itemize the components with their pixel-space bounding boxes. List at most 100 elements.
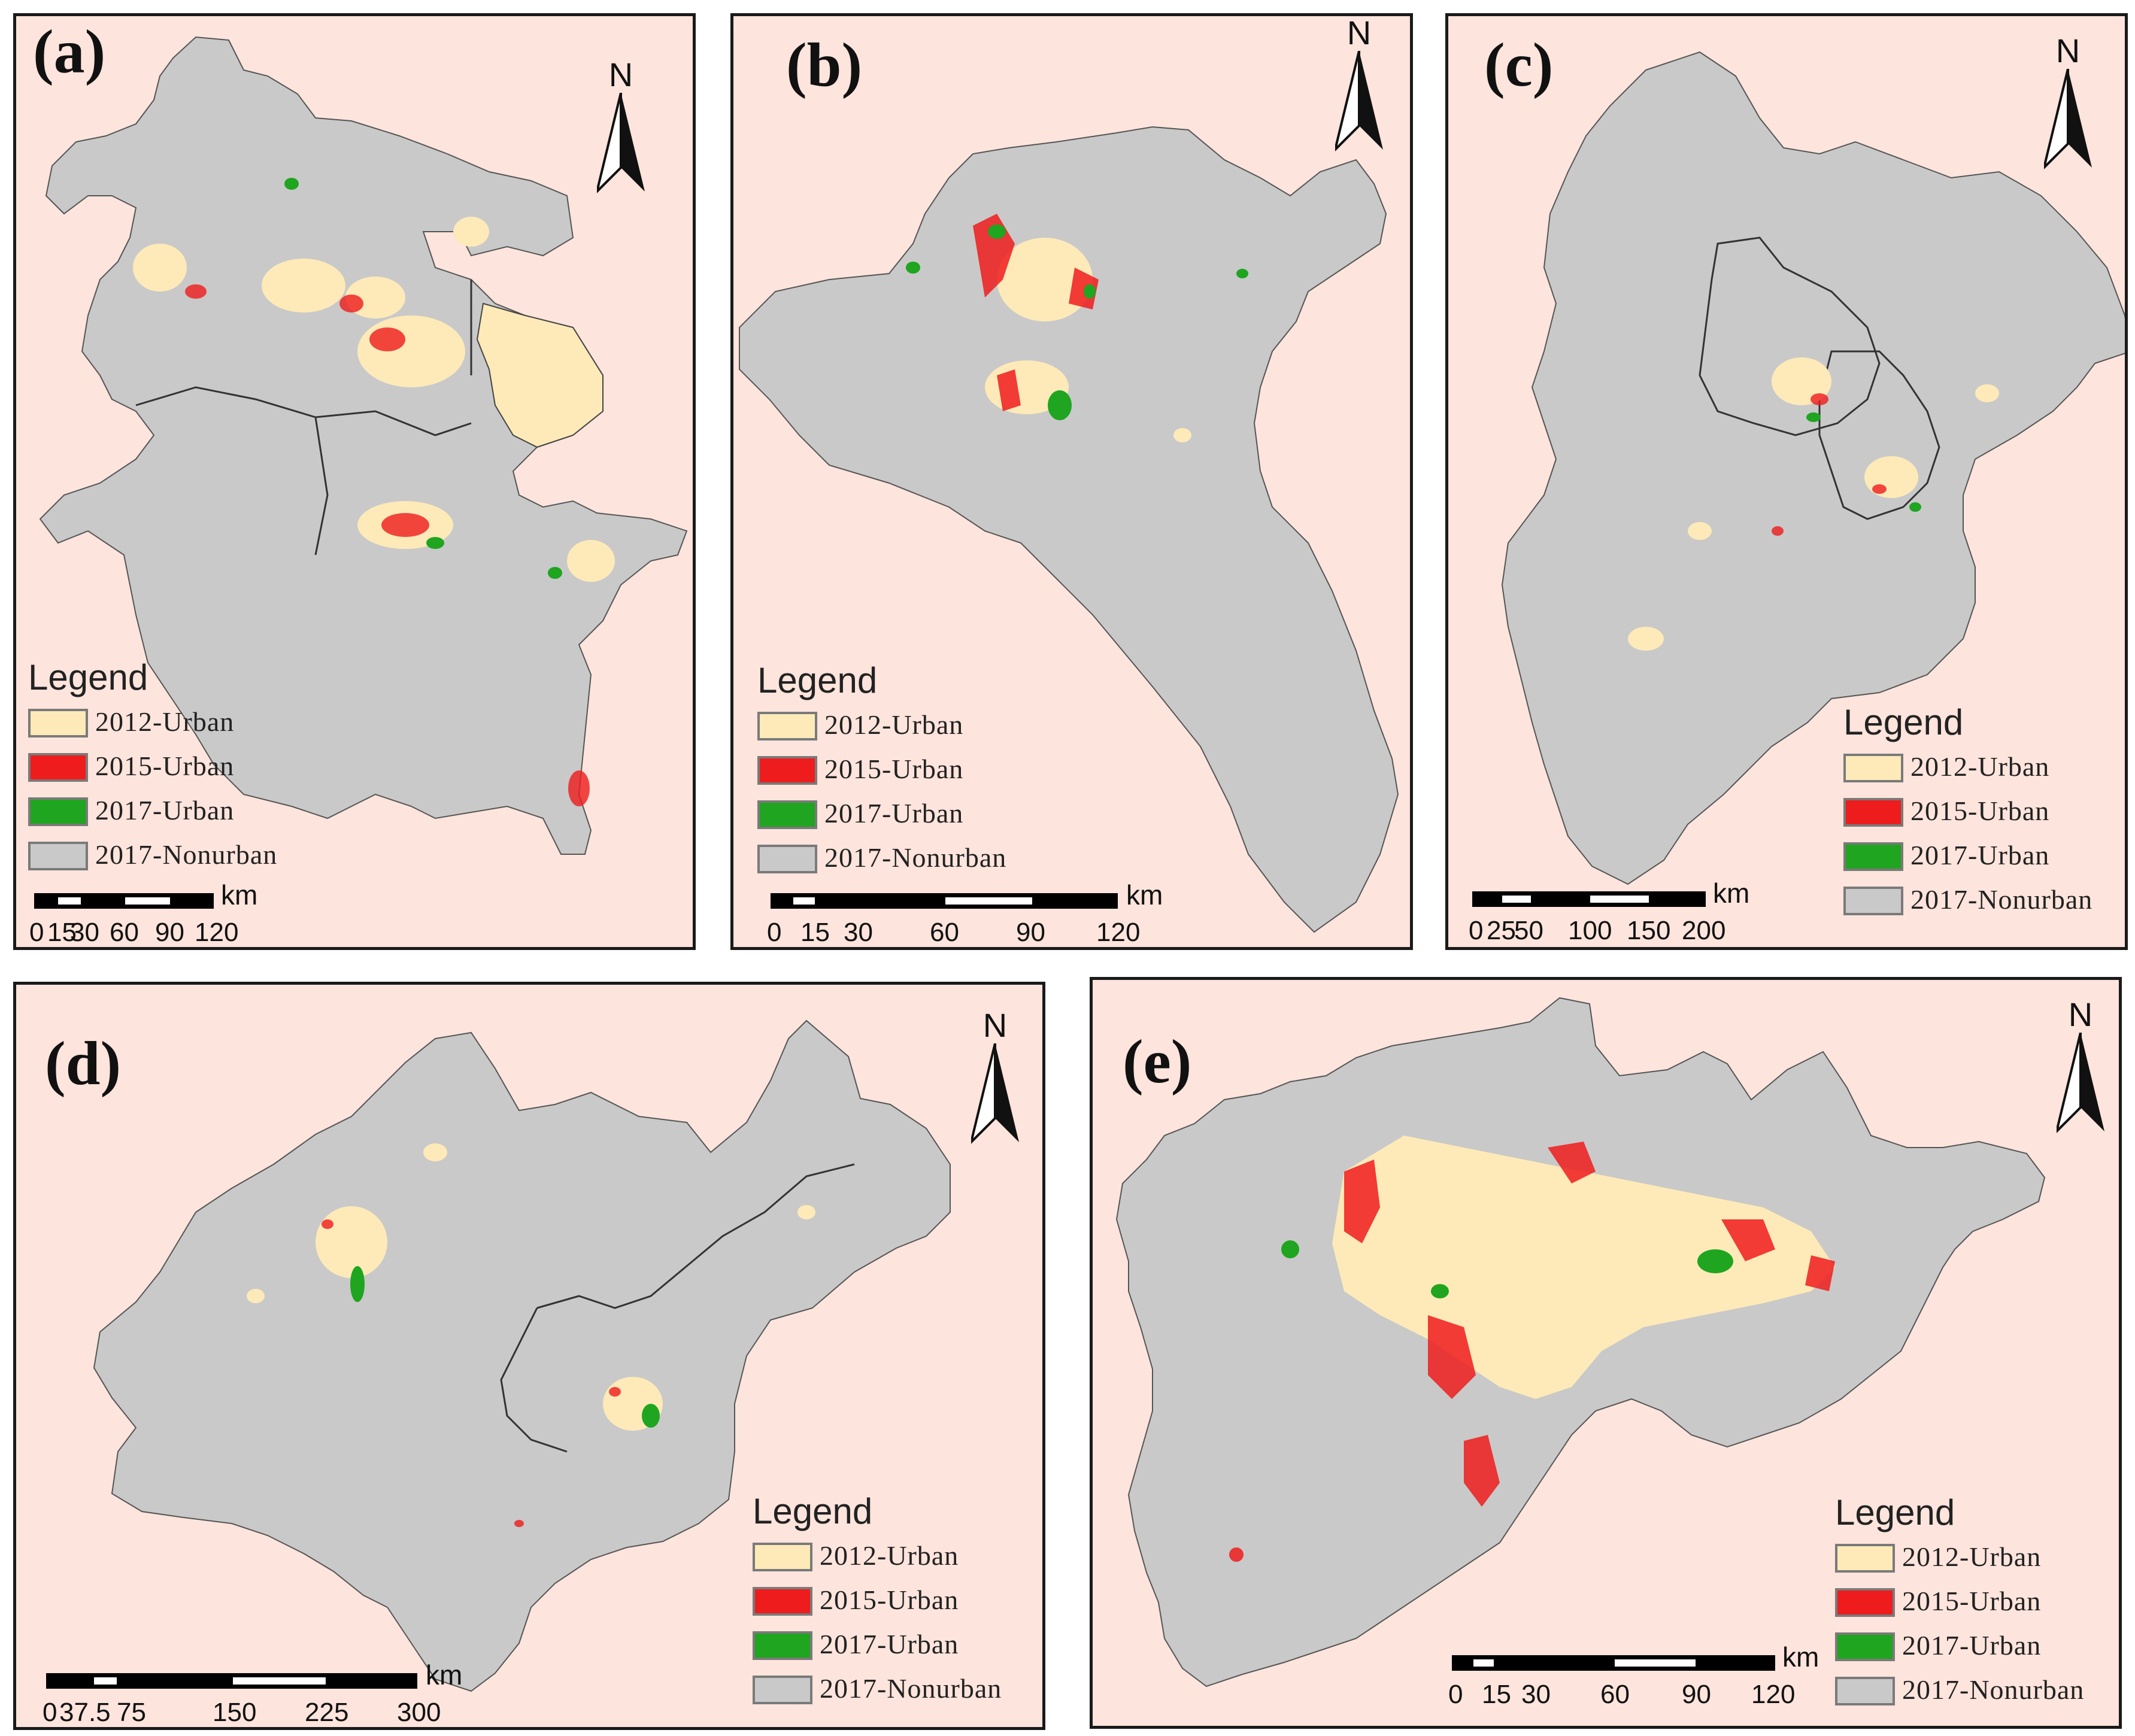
scale-tick: 0 (1469, 916, 1484, 945)
scale-bar-graphic (1472, 891, 1706, 907)
urban-patches-e (1229, 1136, 1835, 1562)
scale-tick: 0 (1448, 1680, 1463, 1709)
scale-unit-d: km (426, 1659, 463, 1691)
swatch-2012-urban (757, 712, 817, 740)
legend-item-2015-urban: 2015-Urban (753, 1582, 958, 1626)
legend-item-2012-urban: 2012-Urban (28, 704, 233, 748)
legend-item-2017-nonurban: 2017-Nonurban (1835, 1672, 2084, 1716)
north-arrow-icon (597, 93, 645, 193)
legend-item-2015-urban: 2015-Urban (757, 751, 963, 796)
legend-item-2017-nonurban: 2017-Nonurban (28, 837, 277, 881)
map-panel-c: (c) N Legend 2012-Urban 2015-Urban 2017-… (1445, 13, 2128, 950)
nonurban-region-c (1501, 51, 2125, 885)
swatch-2017-nonurban (757, 845, 817, 873)
legend-a: Legend 2012-Urban 2015-Urban 2017-Urban … (28, 657, 277, 881)
legend-label: 2017-Urban (820, 1629, 959, 1659)
north-arrow-d: N (962, 1009, 1028, 1146)
swatch-2012-urban (28, 709, 88, 738)
region-map-c (1501, 51, 2125, 885)
beijing-boundary (1699, 236, 1881, 436)
scale-bar-graphic (46, 1673, 417, 1689)
scale-bar-graphic (34, 893, 214, 909)
internal-boundary-a (135, 280, 472, 556)
nonurban-region-a (39, 36, 688, 855)
scale-tick: 15 (800, 918, 830, 947)
scale-tick: 30 (844, 918, 873, 947)
legend-title-d: Legend (753, 1491, 873, 1531)
region-map-b (739, 126, 1399, 933)
region-map-d (93, 1019, 951, 1692)
map-panel-b: (b) N Legend 2012-Urban 2015-Urban 2017-… (730, 13, 1413, 950)
swatch-2017-nonurban (1843, 887, 1903, 915)
scale-tick: 50 (1514, 916, 1543, 945)
urban-patches-c (1628, 357, 1999, 651)
urban-patches-a (133, 178, 615, 806)
scale-tick: 0 (29, 918, 44, 947)
scale-tick: 90 (155, 918, 184, 947)
swatch-2012-urban (753, 1543, 812, 1571)
legend-item-2017-nonurban: 2017-Nonurban (1843, 882, 2092, 926)
swatch-2015-urban (1835, 1588, 1895, 1617)
north-arrow-c: N (2035, 34, 2101, 172)
north-arrow-icon (971, 1043, 1019, 1144)
scale-tick: 75 (117, 1698, 146, 1727)
swatch-2017-nonurban (753, 1676, 812, 1704)
legend-label: 2015-Urban (95, 751, 235, 781)
legend-item-2012-urban: 2012-Urban (753, 1538, 958, 1582)
legend-title-e: Legend (1835, 1492, 1955, 1532)
legend-label: 2012-Urban (1910, 751, 2050, 782)
scale-tick: 150 (1627, 916, 1671, 945)
swatch-2017-urban (1843, 842, 1903, 871)
legend-e: Legend 2012-Urban 2015-Urban 2017-Urban … (1835, 1492, 2084, 1716)
scale-tick: 200 (1682, 916, 1726, 945)
urban-patches-d (247, 1143, 815, 1527)
scale-tick: 60 (110, 918, 139, 947)
legend-c: Legend 2012-Urban 2015-Urban 2017-Urban … (1843, 705, 2092, 926)
legend-item-2017-nonurban: 2017-Nonurban (757, 840, 1006, 884)
legend-item-2012-urban: 2012-Urban (757, 707, 963, 751)
panel-label-e: (e) (1123, 1027, 1192, 1096)
scale-unit-b: km (1126, 879, 1163, 911)
legend-b: Legend 2012-Urban 2015-Urban 2017-Urban … (757, 663, 1006, 884)
legend-label: 2017-Nonurban (824, 842, 1007, 873)
scale-tick: 300 (397, 1698, 441, 1727)
scale-tick: 120 (195, 918, 239, 947)
panel-label-b: (b) (786, 31, 863, 99)
legend-label: 2012-Urban (95, 706, 235, 737)
scale-tick: 120 (1096, 918, 1141, 947)
swatch-2012-urban (1835, 1544, 1895, 1573)
north-letter-d: N (982, 1006, 1008, 1044)
swatch-2017-urban (757, 800, 817, 829)
legend-title-a: Legend (28, 657, 148, 697)
legend-item-2015-urban: 2015-Urban (1843, 793, 2049, 837)
scale-tick: 15 (1482, 1680, 1511, 1709)
scale-unit-c: km (1713, 878, 1750, 909)
legend-label: 2012-Urban (820, 1540, 959, 1571)
swatch-2015-urban (753, 1587, 812, 1616)
scale-bar-graphic (771, 893, 1118, 909)
legend-item-2017-urban: 2017-Urban (1843, 837, 2049, 882)
legend-item-2012-urban: 2012-Urban (1843, 749, 2049, 793)
legend-item-2017-nonurban: 2017-Nonurban (753, 1671, 1001, 1715)
scale-tick: 100 (1568, 916, 1612, 945)
legend-label: 2012-Urban (1902, 1541, 2042, 1572)
legend-label: 2017-Urban (824, 798, 964, 828)
scale-bar-graphic (1452, 1655, 1775, 1671)
region-map-a (39, 36, 688, 855)
tianjin-boundary (1818, 350, 1940, 520)
north-arrow-a: N (588, 58, 654, 196)
swatch-2012-urban (1843, 754, 1903, 782)
north-arrow-icon (1335, 51, 1383, 151)
legend-item-2012-urban: 2012-Urban (1835, 1539, 2040, 1583)
map-panel-d: (d) N Legend 2012-Urban 2015-Urban 2017-… (13, 982, 1045, 1730)
scale-tick: 150 (213, 1698, 257, 1727)
legend-label: 2012-Urban (824, 709, 964, 740)
legend-label: 2015-Urban (824, 754, 964, 784)
panel-label-a: (a) (33, 17, 106, 86)
map-panel-e: (e) N Legend 2012-Urban 2015-Urban 2017-… (1090, 977, 2122, 1729)
legend-item-2017-urban: 2017-Urban (1835, 1628, 2040, 1672)
scale-tick: 60 (1600, 1680, 1630, 1709)
scale-tick: 225 (305, 1698, 349, 1727)
legend-label: 2017-Nonurban (95, 839, 278, 870)
map-panel-a: (a) N Legend 2012-Urban 2015-Urban 2017-… (13, 13, 696, 950)
